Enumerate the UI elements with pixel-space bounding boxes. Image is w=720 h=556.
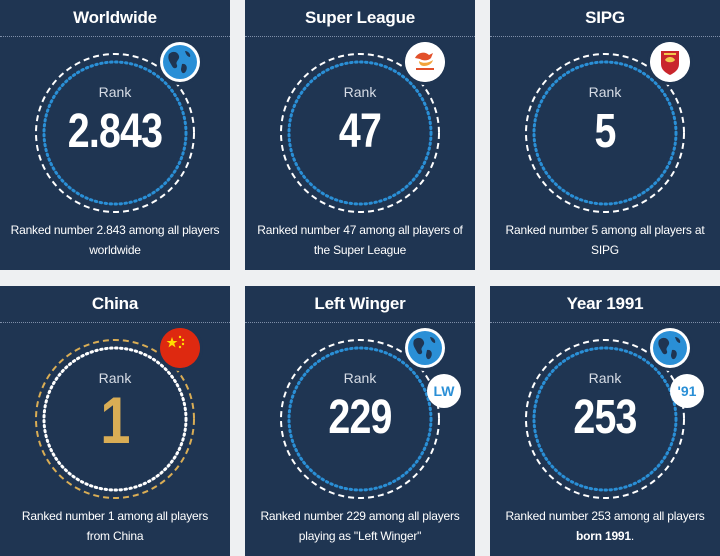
globe-icon [650,328,690,368]
card-title: SIPG [585,8,625,27]
rank-caption: Ranked number 5 among all players at SIP… [505,223,705,257]
rank-label: Rank [588,84,622,100]
rank-ring [280,339,440,499]
rank-ring [35,53,195,213]
rank-card-year-1991[interactable]: Year 1991 Rank 253 Ranked number 253 amo… [490,286,720,556]
card-title: Left Winger [314,294,406,313]
divider [0,322,230,323]
china-flag-icon [160,328,200,368]
card-title: Super League [304,8,416,27]
rank-ring [525,339,685,499]
rank-caption: Ranked number 229 among all players play… [260,509,460,543]
rank-card-super-league[interactable]: Super League Rank 47 Ranked number 47 am… [245,0,475,270]
caption-suffix: . [630,529,635,543]
year-tag: '91 [670,374,704,408]
globe-icon [405,328,445,368]
caption-bold: born 1991 [575,529,631,543]
rank-value: 229 [328,391,392,444]
divider [245,322,475,323]
rank-value: 253 [573,391,637,444]
rank-ring [280,53,440,213]
divider [490,36,720,37]
rank-card-sipg[interactable]: SIPG Rank 5 Ranked number 5 among all pl… [490,0,720,270]
rank-value: 47 [338,105,382,158]
rank-label: Rank [343,370,377,386]
globe-icon [160,42,200,82]
rank-value: 5 [594,105,616,158]
rank-ring [35,339,195,499]
caption-text: Ranked number 253 among all players [505,509,705,523]
rank-caption: Ranked number 47 among all players of th… [257,223,463,257]
rank-card-left-winger[interactable]: Left Winger Rank 229 Ranked number 229 a… [245,286,475,556]
divider [245,36,475,37]
rank-caption: Ranked number 253 among all players born… [500,506,710,546]
rank-caption: Ranked number 1 among all players from C… [21,509,209,543]
rank-ring [525,53,685,213]
card-title: Worldwide [73,8,157,27]
rank-label: Rank [98,370,132,386]
card-title: Year 1991 [566,294,644,313]
super-league-logo [405,42,445,82]
rank-label: Rank [343,84,377,100]
divider [490,322,720,323]
rank-label: Rank [98,84,132,100]
rank-card-worldwide[interactable]: Worldwide Rank 2.843 Ranked number 2.843… [0,0,230,270]
rank-label: Rank [588,370,622,386]
card-title: China [91,294,139,313]
sipg-crest-icon [650,42,690,82]
rank-caption: Ranked number 2.843 among all players wo… [10,223,220,257]
position-tag: LW [427,374,461,408]
rank-value: 1 [100,383,130,457]
divider [0,36,230,37]
rank-value: 2.843 [67,105,163,158]
rank-card-china[interactable]: China Rank 1 Ranked number 1 among all p… [0,286,230,556]
